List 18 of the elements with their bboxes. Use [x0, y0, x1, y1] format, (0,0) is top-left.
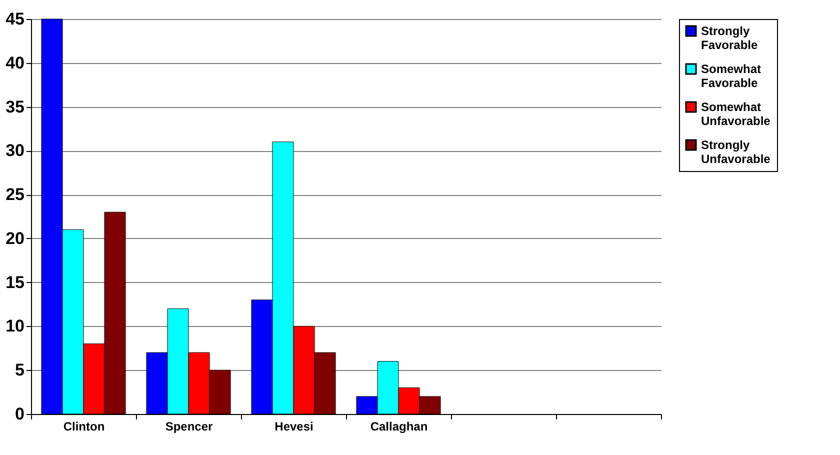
legend-label: Strongly Unfavorable — [701, 138, 771, 166]
y-tick-label: 45 — [6, 10, 24, 28]
y-tick-label: 10 — [6, 316, 24, 336]
y-tick-label: 0 — [15, 404, 24, 424]
y-tick-label: 15 — [6, 272, 24, 292]
y-tick-label: 5 — [15, 360, 24, 380]
y-tick-label: 25 — [6, 185, 24, 204]
y-tick-label: 35 — [6, 97, 24, 116]
legend-label: Strongly Favorable — [701, 24, 758, 52]
legend-label: Somewhat Favorable — [701, 62, 762, 90]
x-tick-label: Callaghan — [370, 420, 428, 434]
y-tick-label: 30 — [6, 141, 24, 160]
x-tick-label: Spencer — [165, 420, 214, 434]
y-tick-label: 40 — [6, 53, 24, 72]
y-tick-label: 20 — [6, 228, 24, 248]
x-tick-label: Hevesi — [274, 420, 314, 434]
x-tick-label: Clinton — [63, 420, 105, 434]
legend-label: Somewhat Unfavorable — [701, 100, 771, 128]
